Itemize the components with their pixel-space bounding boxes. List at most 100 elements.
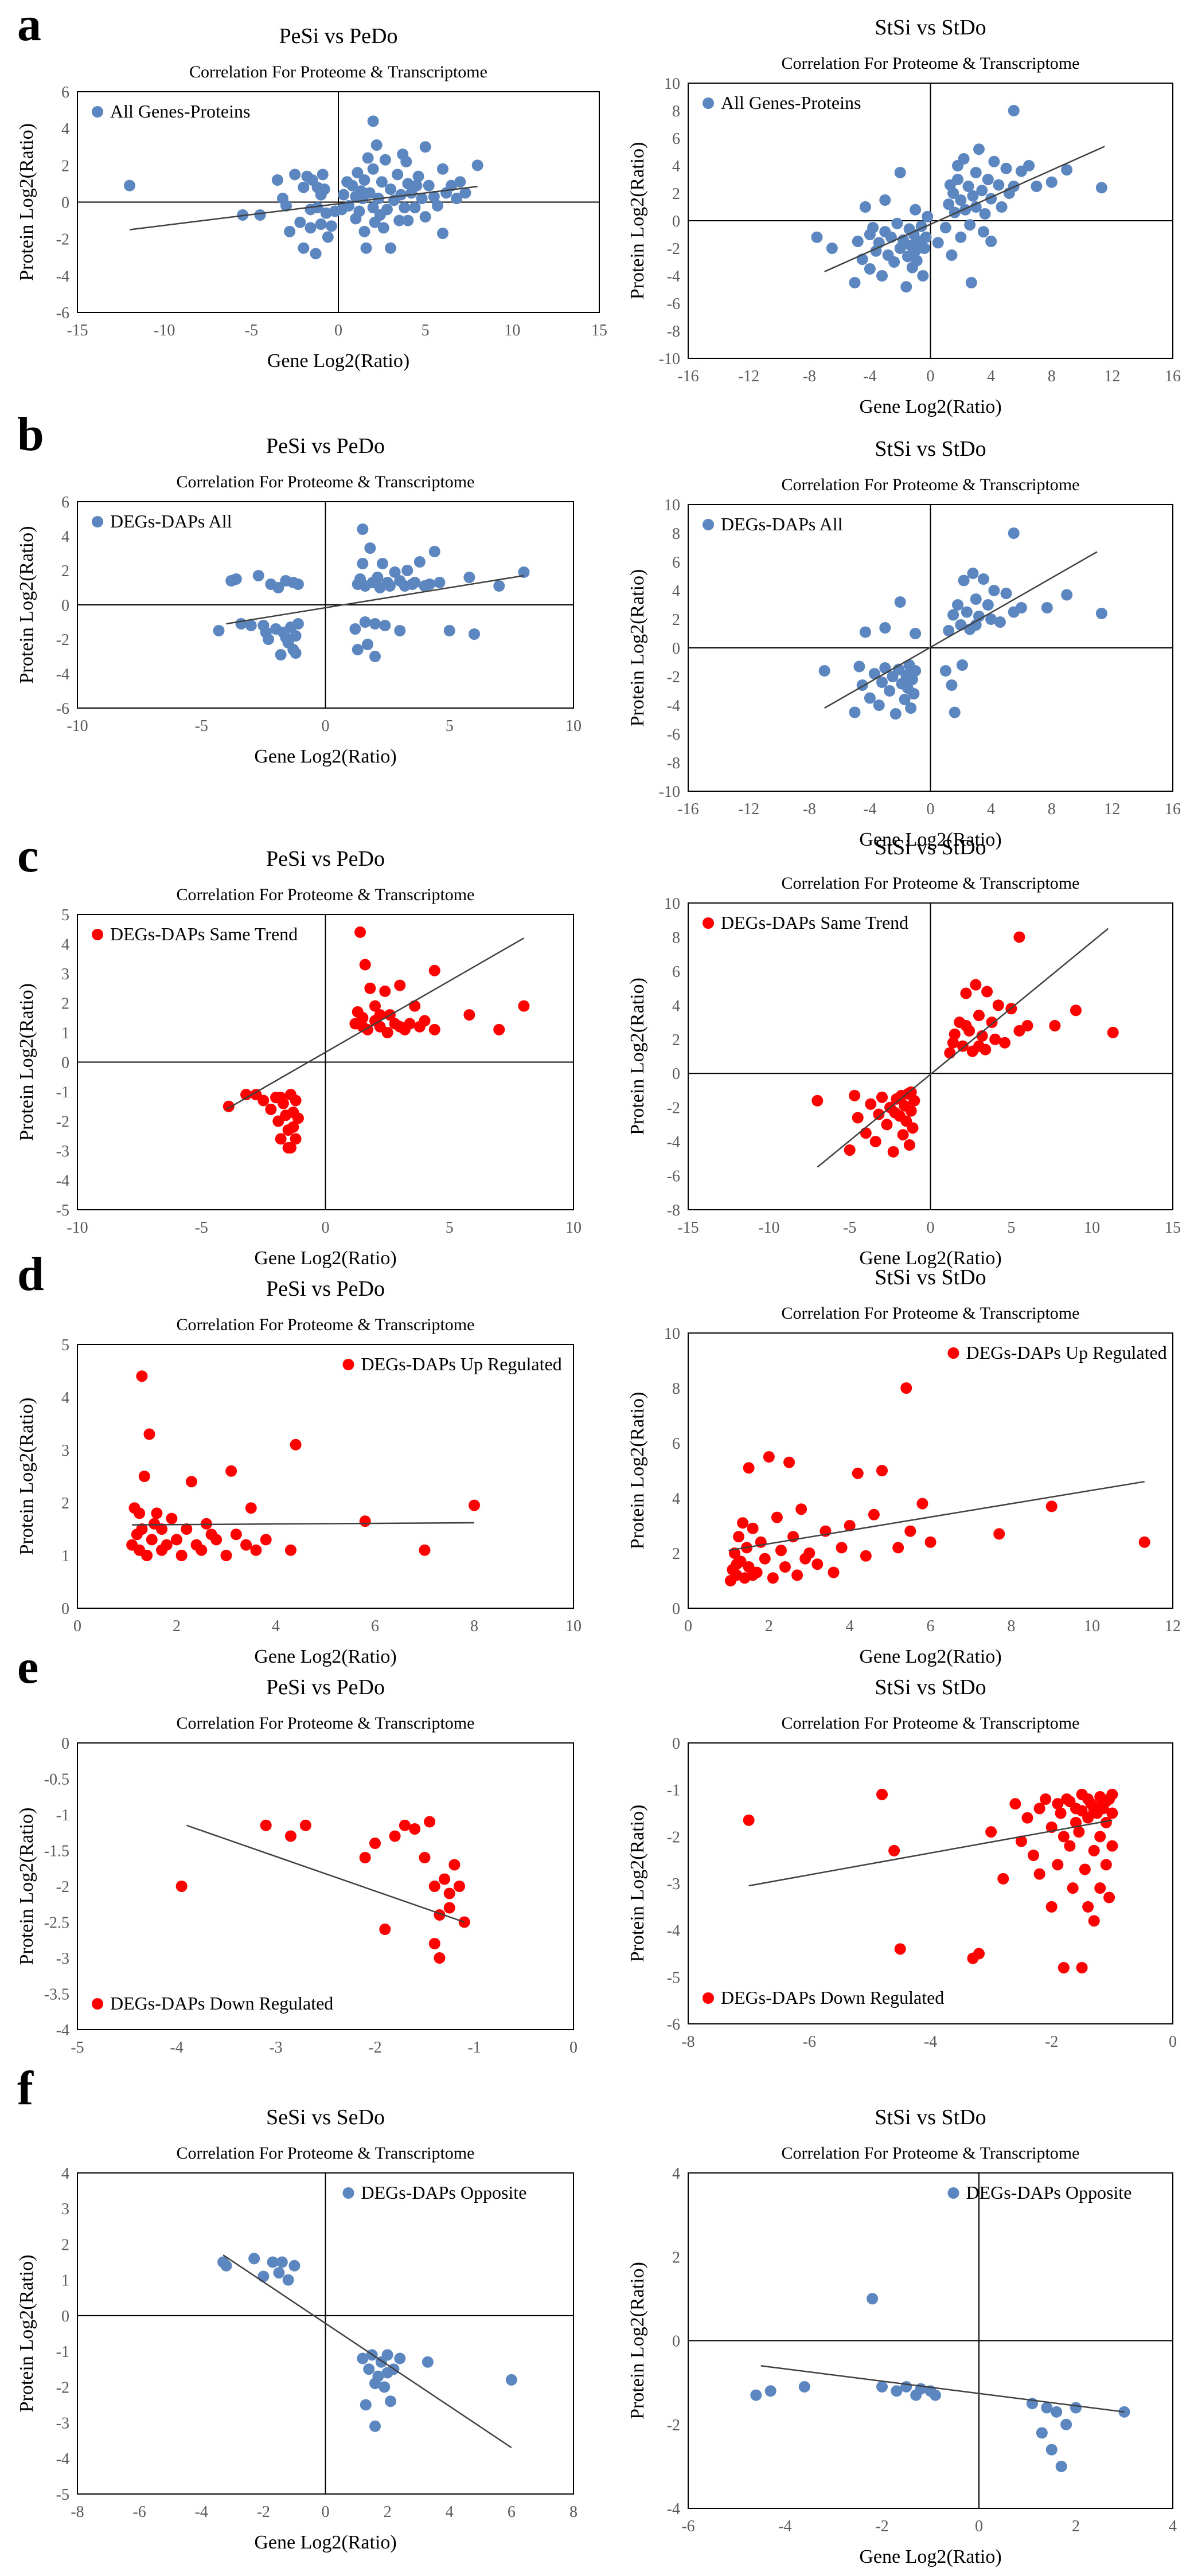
data-point bbox=[235, 618, 247, 630]
data-point bbox=[1095, 608, 1107, 619]
y-tick-label: 8 bbox=[672, 1380, 680, 1398]
data-point bbox=[428, 1881, 440, 1892]
data-point bbox=[888, 1844, 900, 1856]
data-point bbox=[369, 2378, 381, 2390]
y-axis-label: Protein Log2(Ratio) bbox=[627, 1805, 648, 1963]
data-point bbox=[1015, 1835, 1027, 1847]
trendline bbox=[132, 1522, 475, 1526]
data-point bbox=[876, 1465, 888, 1476]
data-point bbox=[290, 1094, 302, 1107]
data-point bbox=[873, 699, 885, 711]
y-tick-label: 2 bbox=[61, 1495, 69, 1512]
data-point bbox=[379, 620, 391, 631]
data-point bbox=[946, 249, 958, 261]
panel-letter-b: b bbox=[17, 408, 44, 461]
data-point bbox=[230, 573, 242, 585]
y-tick-label: 2 bbox=[672, 1545, 680, 1563]
data-point bbox=[906, 674, 918, 685]
legend-label: DEGs-DAPs Up Regulated bbox=[966, 1342, 1167, 1363]
x-tick-label: 8 bbox=[1007, 1617, 1015, 1635]
y-tick-label: -10 bbox=[659, 350, 680, 368]
x-tick-label: 6 bbox=[927, 1617, 935, 1635]
data-point bbox=[737, 1517, 749, 1529]
data-point bbox=[905, 702, 917, 714]
x-axis-label: Gene Log2(Ratio) bbox=[859, 1248, 1001, 1269]
data-point bbox=[771, 1511, 783, 1523]
data-point bbox=[424, 578, 436, 590]
trendline bbox=[129, 185, 478, 230]
data-point bbox=[894, 1943, 906, 1955]
data-point bbox=[993, 1528, 1005, 1540]
y-tick-label: 0 bbox=[672, 1735, 680, 1753]
data-point bbox=[1052, 1798, 1064, 1810]
panel-letter-a: a bbox=[17, 0, 41, 51]
data-point bbox=[394, 2352, 406, 2364]
chart-title: StSi vs StDo bbox=[875, 835, 986, 859]
y-tick-label: 4 bbox=[61, 528, 69, 546]
data-point bbox=[409, 577, 421, 588]
x-tick-label: -5 bbox=[245, 322, 258, 339]
data-point bbox=[372, 572, 384, 583]
y-axis-label: Protein Log2(Ratio) bbox=[627, 2262, 648, 2419]
data-point bbox=[276, 2256, 288, 2268]
data-point bbox=[290, 630, 302, 642]
y-tick-label: 4 bbox=[61, 1389, 69, 1407]
x-axis-label: Gene Log2(Ratio) bbox=[254, 1646, 396, 1667]
data-point bbox=[357, 1012, 369, 1024]
y-tick-label: -8 bbox=[667, 1202, 680, 1219]
y-tick-label: 0 bbox=[672, 1065, 680, 1083]
data-point bbox=[369, 1000, 381, 1012]
x-tick-label: -2 bbox=[875, 2518, 888, 2535]
data-point bbox=[362, 152, 374, 164]
x-tick-label: -2 bbox=[1045, 2033, 1058, 2051]
data-point bbox=[918, 243, 930, 254]
y-axis-label: Protein Log2(Ratio) bbox=[16, 123, 37, 281]
y-tick-label: 0 bbox=[672, 1600, 680, 1618]
x-tick-label: 5 bbox=[446, 717, 454, 735]
data-point bbox=[275, 649, 287, 660]
y-tick-label: 10 bbox=[664, 895, 680, 913]
data-point bbox=[818, 665, 830, 677]
y-tick-label: -2 bbox=[56, 1113, 69, 1131]
data-point bbox=[443, 625, 455, 636]
data-point bbox=[879, 622, 891, 634]
data-point bbox=[973, 143, 985, 155]
y-tick-label: 6 bbox=[672, 963, 680, 981]
data-point bbox=[894, 596, 906, 608]
y-tick-label: 0 bbox=[672, 640, 680, 658]
legend-label: All Genes-Proteins bbox=[110, 101, 250, 122]
data-point bbox=[977, 226, 989, 238]
data-point bbox=[1045, 2444, 1058, 2456]
data-point bbox=[357, 558, 369, 569]
data-point bbox=[868, 1508, 880, 1520]
data-point bbox=[358, 225, 370, 237]
x-tick-label: 12 bbox=[1104, 368, 1120, 385]
chart-title: SeSi vs SeDo bbox=[266, 2105, 385, 2129]
y-tick-label: -5 bbox=[56, 1202, 69, 1219]
data-point bbox=[1070, 1004, 1082, 1017]
data-point bbox=[434, 577, 446, 588]
x-tick-label: 16 bbox=[1165, 368, 1181, 385]
chart-subtitle: Correlation For Proteome & Transcriptome bbox=[782, 1714, 1080, 1733]
data-point bbox=[409, 202, 421, 214]
data-point bbox=[416, 193, 428, 205]
data-point bbox=[946, 679, 958, 691]
data-point bbox=[374, 1009, 386, 1021]
y-tick-label: -4 bbox=[667, 1922, 680, 1940]
data-point bbox=[439, 1873, 451, 1885]
x-tick-label: -10 bbox=[67, 717, 88, 735]
data-point bbox=[404, 1018, 416, 1030]
data-point bbox=[271, 174, 283, 186]
data-point bbox=[1052, 1859, 1064, 1871]
data-point bbox=[389, 566, 401, 578]
data-point bbox=[947, 609, 959, 621]
data-point bbox=[1055, 2460, 1067, 2472]
data-point bbox=[419, 1544, 431, 1556]
data-point bbox=[394, 625, 406, 636]
data-point bbox=[911, 255, 923, 267]
data-point bbox=[915, 2383, 927, 2395]
data-point bbox=[248, 2253, 260, 2265]
x-tick-label: -4 bbox=[924, 2033, 937, 2051]
chart-subtitle: Correlation For Proteome & Transcriptome bbox=[177, 1714, 475, 1733]
data-point bbox=[1040, 1793, 1052, 1805]
